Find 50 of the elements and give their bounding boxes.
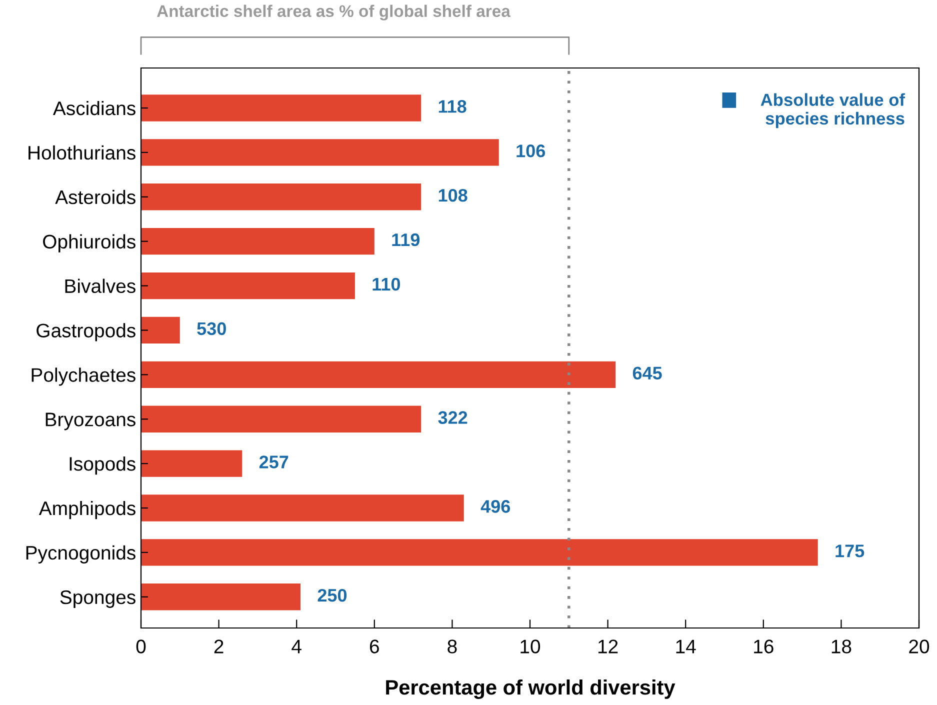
x-tick-label: 10 (520, 640, 540, 654)
x-tick-label: 18 (832, 640, 852, 654)
annotation: 106 (516, 144, 546, 158)
bar (141, 361, 616, 388)
annotation: 645 (632, 366, 662, 380)
bar (141, 316, 180, 344)
bar (141, 584, 300, 610)
y-tick-label: Isopods (70, 456, 136, 475)
bar (141, 539, 818, 566)
annotation: 119 (392, 233, 420, 246)
y-tick-label: Holothurians (28, 145, 136, 160)
annotation: 496 (480, 500, 510, 513)
annotation: 108 (438, 188, 468, 202)
annotation: 110 (372, 278, 400, 291)
y-tick-label: Sponges (60, 590, 136, 608)
y-tick-label: Pycnogonids (26, 545, 136, 564)
bar (141, 139, 499, 166)
y-tick-label: Ascidians (52, 100, 136, 116)
ref-line-label: Antarctic shelf area as % of global shelf area (156, 4, 510, 20)
bar (141, 184, 422, 210)
y-tick-label: Bivalves (65, 278, 136, 294)
x-tick-label: 0 (136, 640, 146, 654)
annotation: 250 (318, 588, 347, 602)
bar (141, 94, 422, 122)
annotation: 175 (836, 544, 864, 558)
annotation: 257 (259, 456, 288, 468)
x-tick-label: 6 (370, 640, 379, 654)
bar (141, 450, 242, 477)
x-tick-label: 20 (909, 640, 930, 654)
x-tick-label: 4 (292, 640, 302, 654)
y-tick-label: Bryozoans (46, 412, 136, 430)
y-tick-label: Polychaetes (32, 368, 136, 386)
x-axis-title: Percentage of world diversity (386, 679, 676, 699)
bar (141, 406, 422, 432)
bar (141, 228, 374, 255)
bar (141, 494, 464, 522)
x-tick-label: 12 (598, 640, 618, 654)
annotation: Absolute value of species richness (760, 93, 906, 128)
annotation: 118 (438, 100, 466, 113)
x-tick-label: 14 (676, 640, 696, 654)
annotation: 322 (438, 411, 468, 424)
y-tick-label: Asteroids (55, 190, 136, 204)
annotation: 530 (197, 322, 226, 336)
bar (141, 272, 355, 300)
y-tick-label: Gastropods (36, 323, 136, 342)
x-tick-label: 2 (214, 640, 224, 654)
y-tick-label: Ophiuroids (43, 234, 136, 252)
x-tick-label: 16 (754, 640, 774, 654)
x-tick-label: 8 (448, 640, 457, 654)
y-tick-label: Amphipods (38, 500, 136, 520)
